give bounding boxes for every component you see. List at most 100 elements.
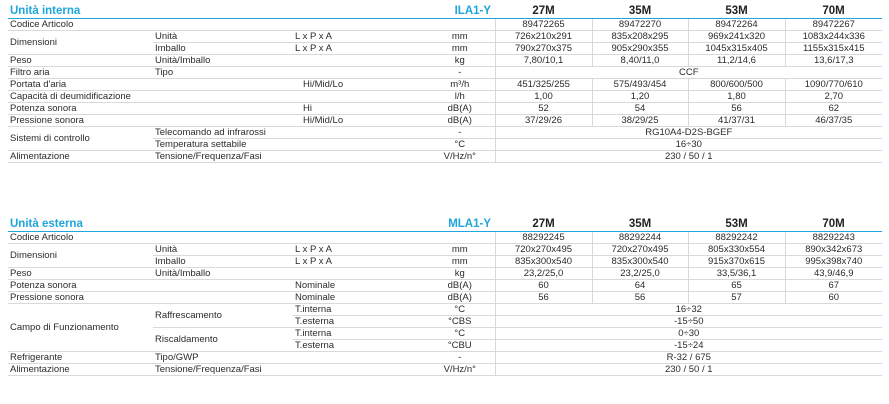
value-cell: 790x270x375 xyxy=(494,42,593,55)
row-label: Refrigerante xyxy=(8,351,153,364)
row-label: Dimensioni xyxy=(8,30,153,55)
row-sublabel: Unità/Imballo xyxy=(153,54,426,67)
row-label: Peso xyxy=(8,54,153,67)
row-label: Peso xyxy=(8,267,153,280)
row-spec: L x P x A xyxy=(293,42,426,55)
row-unit: - xyxy=(425,66,496,79)
value-cell: 905x290x355 xyxy=(591,42,689,55)
range-heating-ext-row: T.esterna °CBU -15÷24 xyxy=(8,339,882,352)
value-cell: 65 xyxy=(687,279,785,292)
value-cell: R-32 / 675 xyxy=(494,351,882,364)
power-supply-row: Alimentazione Tensione/Frequenza/Fasi V/… xyxy=(8,363,882,376)
range-cooling-int-row: Campo di Funzionamento Raffrescamento T.… xyxy=(8,303,882,352)
row-sublabel: Unità/Imballo xyxy=(153,267,425,280)
row-label: Capacità di deumidificazione xyxy=(8,90,426,103)
row-sublabel: Tipo/GWP xyxy=(153,351,425,364)
value-cell: 89472265 xyxy=(494,18,593,31)
control-remote-row: Sistemi di controllo Telecomando ad infr… xyxy=(8,126,883,151)
row-unit: mm xyxy=(425,30,496,43)
value-cell: -15÷50 xyxy=(494,315,882,328)
row-unit: °CBS xyxy=(425,315,495,328)
row-sublabel: Unità xyxy=(153,30,293,43)
row-unit: mm xyxy=(425,42,496,55)
value-cell: 43,9/46,9 xyxy=(784,267,882,280)
dimensions-pack-row: Imballo L x P x A mm 835x300x540 835x300… xyxy=(8,255,882,268)
value-cell: 38/29/25 xyxy=(591,114,689,127)
row-spec: Nominale xyxy=(293,279,425,292)
model-header: 35M xyxy=(592,4,689,19)
row-spec: L x P x A xyxy=(293,30,426,43)
value-cell: 805x330x554 xyxy=(687,243,785,256)
internal-model-code: ILA1-Y xyxy=(425,4,496,19)
sound-pressure-row: Pressione sonora Hi/Mid/Lo dB(A) 37/29/2… xyxy=(8,114,883,127)
value-cell: 1045x315x405 xyxy=(687,42,786,55)
value-cell: 835x300x540 xyxy=(591,255,688,268)
dimensions-unit-row: Dimensioni Unità L x P x A mm 726x210x29… xyxy=(8,30,883,55)
value-cell: -15÷24 xyxy=(494,339,882,352)
row-spec: T.interna xyxy=(293,327,425,340)
internal-title: Unità interna xyxy=(8,4,426,19)
model-header: 27M xyxy=(495,4,593,19)
value-cell: 11,2/14,6 xyxy=(687,54,786,67)
value-cell: 16÷30 xyxy=(494,138,883,151)
row-unit: mm xyxy=(425,255,495,268)
row-spec: Hi xyxy=(153,102,426,115)
value-cell: RG10A4-D2S-BGEF xyxy=(494,126,883,139)
range-heating-int-row: Riscaldamento T.interna °C 0÷30 xyxy=(8,327,882,352)
airflow-row: Portata d'aria Hi/Mid/Lo m³/h 451/325/25… xyxy=(8,78,883,91)
row-sublabel: Tensione/Frequenza/Fasi xyxy=(153,363,425,376)
sound-power-row: Potenza sonora Hi dB(A) 52 54 56 62 xyxy=(8,102,883,115)
value-cell: 37/29/26 xyxy=(494,114,593,127)
sound-power-row: Potenza sonora Nominale dB(A) 60 64 65 6… xyxy=(8,279,882,292)
value-cell: 726x210x291 xyxy=(494,30,593,43)
row-unit: °C xyxy=(425,303,495,316)
value-cell: 720x270x495 xyxy=(494,243,592,256)
value-cell: 33,5/36,1 xyxy=(687,267,785,280)
row-unit: kg xyxy=(425,267,495,280)
article-code-row: Codice Articolo 89472265 89472270 894722… xyxy=(8,18,883,31)
value-cell: 1,00 xyxy=(494,90,593,103)
value-cell: 23,2/25,0 xyxy=(494,267,592,280)
value-cell: 88292242 xyxy=(687,231,785,244)
value-cell: 995x398x740 xyxy=(784,255,882,268)
value-cell: 23,2/25,0 xyxy=(591,267,688,280)
value-cell: 835x300x540 xyxy=(494,255,592,268)
row-unit: m³/h xyxy=(425,78,496,91)
value-cell: 2,70 xyxy=(784,90,883,103)
value-cell: 230 / 50 / 1 xyxy=(494,363,882,376)
row-sublabel: Imballo xyxy=(153,42,293,55)
external-model-code: MLA1-Y xyxy=(425,217,495,232)
value-cell: 1,20 xyxy=(591,90,689,103)
value-cell: 57 xyxy=(687,291,785,304)
row-label: Portata d'aria xyxy=(8,78,153,91)
value-cell: 41/37/31 xyxy=(687,114,786,127)
row-label: Alimentazione xyxy=(8,150,153,163)
row-label: Sistemi di controllo xyxy=(8,126,153,151)
internal-unit-spec-table: Unità interna ILA1-Y 27M 35M 53M 70M Cod… xyxy=(8,4,883,163)
value-cell: 800/600/500 xyxy=(687,78,786,91)
value-cell: 1090/770/610 xyxy=(784,78,883,91)
sound-pressure-row: Pressione sonora Nominale dB(A) 56 56 57… xyxy=(8,291,882,304)
control-temp-row: Temperatura settabile °C 16÷30 xyxy=(8,138,883,151)
row-unit: kg xyxy=(425,54,496,67)
value-cell: 62 xyxy=(784,102,883,115)
value-cell: 969x241x320 xyxy=(687,30,786,43)
row-unit: °C xyxy=(425,327,495,340)
row-spec: Hi/Mid/Lo xyxy=(153,78,426,91)
model-header: 53M xyxy=(688,4,786,19)
value-cell: 52 xyxy=(494,102,593,115)
value-cell: CCF xyxy=(494,66,883,79)
value-cell: 56 xyxy=(591,291,688,304)
row-spec: L x P x A xyxy=(293,243,425,256)
external-header-row: Unità esterna MLA1-Y 27M 35M 53M 70M xyxy=(8,217,882,232)
row-unit: - xyxy=(425,351,495,364)
air-filter-row: Filtro aria Tipo - CCF xyxy=(8,66,883,79)
row-unit: dB(A) xyxy=(425,102,496,115)
value-cell: 575/493/454 xyxy=(591,78,689,91)
row-unit: V/Hz/n° xyxy=(425,150,496,163)
dimensions-pack-row: Imballo L x P x A mm 790x270x375 905x290… xyxy=(8,42,883,55)
dimensions-unit-row: Dimensioni Unità L x P x A mm 720x270x49… xyxy=(8,243,882,268)
row-unit: l/h xyxy=(425,90,496,103)
external-unit-spec-table: Unità esterna MLA1-Y 27M 35M 53M 70M Cod… xyxy=(8,217,882,376)
row-unit: dB(A) xyxy=(425,114,496,127)
